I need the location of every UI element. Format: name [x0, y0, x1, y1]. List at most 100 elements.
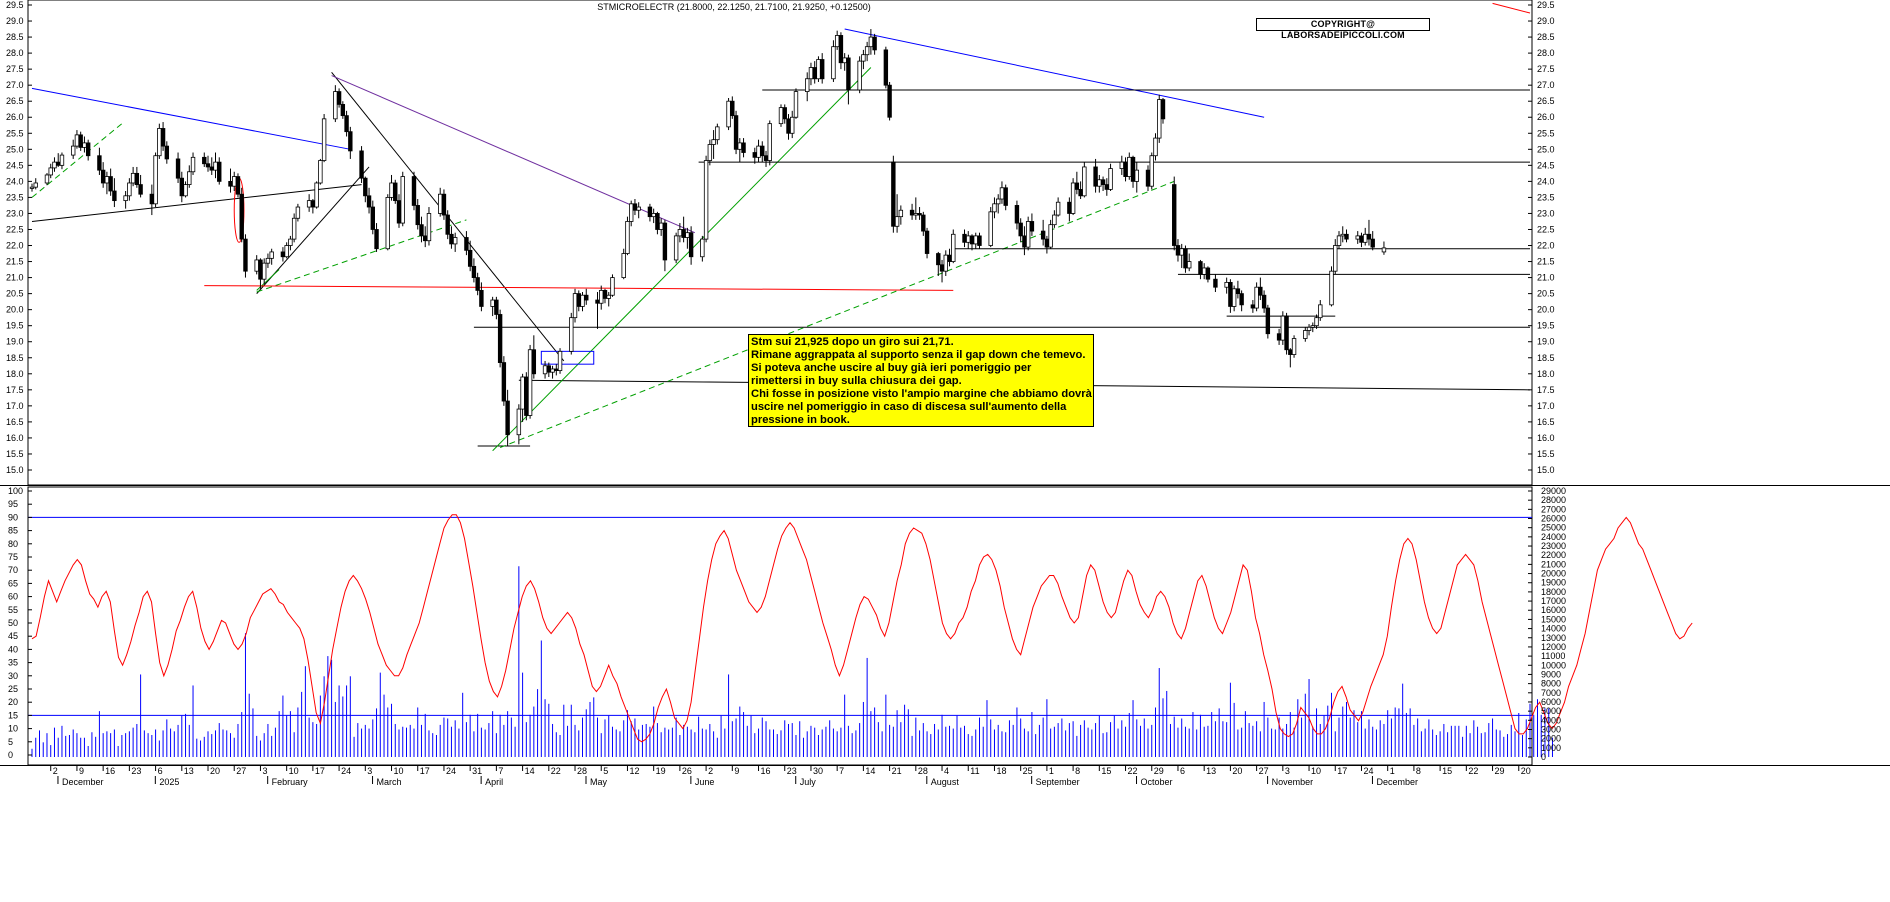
volume-tick-label: 17000 — [1541, 596, 1566, 606]
price-tick-label-right: 29.5 — [1537, 0, 1555, 10]
candle-body-down — [464, 237, 469, 251]
candle-body-down — [760, 145, 765, 157]
price-tick-label-right: 27.5 — [1537, 64, 1555, 74]
day-tick-label: 3 — [1285, 766, 1290, 776]
candle-body-up — [793, 91, 799, 118]
candle-body-down — [1265, 307, 1271, 335]
candle-body-up — [295, 206, 301, 219]
oscillator-tick-label: 85 — [8, 526, 18, 536]
day-tick-label: 13 — [1206, 766, 1216, 776]
candle-body-down — [370, 206, 375, 230]
month-label: August — [931, 777, 960, 787]
candle-body-down — [819, 59, 825, 80]
candle-body-down — [78, 134, 83, 148]
trendline — [1492, 2, 1531, 14]
candle-body-up — [550, 368, 555, 373]
candle-body-down — [202, 156, 207, 165]
candle-body-up — [1070, 182, 1076, 214]
day-tick-label: 15 — [1101, 766, 1111, 776]
candle-body-up — [834, 35, 840, 48]
candle-body-down — [1288, 349, 1293, 355]
candle-body-up — [318, 160, 323, 184]
candle-body-up — [123, 195, 128, 202]
candle-body-down — [393, 182, 398, 202]
candle-body-up — [831, 46, 836, 80]
day-tick-label: 14 — [865, 766, 875, 776]
candle-body-up — [951, 233, 956, 262]
candle-body-up — [966, 235, 971, 243]
month-label: December — [1376, 777, 1418, 787]
price-tick-label-left: 25.5 — [6, 128, 24, 138]
month-label: October — [1141, 777, 1173, 787]
candle-body-down — [786, 118, 791, 134]
candle-body-up — [707, 144, 713, 161]
price-tick-label-right: 21.5 — [1537, 257, 1555, 267]
oscillator-panel-border — [27, 486, 1533, 766]
month-label: April — [485, 777, 503, 787]
price-tick-label-right: 18.0 — [1537, 369, 1555, 379]
candle-body-down — [846, 57, 851, 91]
candle-body-down — [1100, 179, 1106, 185]
price-tick-label-left: 15.5 — [6, 449, 24, 459]
candle-body-up — [894, 216, 900, 227]
candle-body-up — [284, 245, 289, 258]
gap-box — [540, 350, 595, 365]
candle-body-up — [1187, 261, 1192, 269]
annotation-line: Stm sui 21,925 dopo un giro sui 21,71. — [751, 336, 954, 348]
day-tick-label: 28 — [577, 766, 587, 776]
trendline — [31, 184, 362, 222]
candle-body-down — [112, 190, 117, 202]
volume-tick-label: 15000 — [1541, 614, 1566, 624]
day-tick-label: 20 — [1232, 766, 1242, 776]
day-tick-label: 29 — [1495, 766, 1505, 776]
month-label: May — [590, 777, 608, 787]
volume-tick-label: 3000 — [1541, 724, 1561, 734]
candle-body-down — [209, 166, 214, 171]
candle-body-up — [711, 139, 716, 145]
candle-body-down — [891, 161, 896, 227]
volume-tick-label: 10000 — [1541, 660, 1566, 670]
candle-body-down — [730, 100, 735, 117]
candle-body-up — [898, 209, 904, 218]
candle-body-down — [175, 158, 181, 179]
candle-body-down — [782, 107, 787, 120]
candle-body-down — [149, 193, 155, 205]
candle-body-up — [1153, 137, 1158, 157]
candle-body-up — [625, 221, 630, 254]
day-tick-label: 8 — [1075, 766, 1080, 776]
candle-body-down — [924, 230, 930, 254]
day-tick-label: 20 — [210, 766, 220, 776]
candle-body-up — [127, 182, 132, 197]
oscillator-tick-label: 25 — [8, 684, 18, 694]
candle-body-down — [662, 222, 668, 261]
price-tick-label-right: 20.5 — [1537, 289, 1555, 299]
trendline — [256, 219, 467, 293]
price-tick-label-right: 26.0 — [1537, 112, 1555, 122]
day-tick-label: 17 — [315, 766, 325, 776]
volume-y-axis: 0100020003000400050006000700080009000100… — [1528, 486, 1566, 762]
chart-title: STMICROELECTR (21.8000, 22.1250, 21.7100… — [597, 2, 870, 12]
candle-body-down — [374, 229, 379, 250]
candle-body-up — [490, 299, 495, 307]
price-tick-label-right: 25.5 — [1537, 128, 1555, 138]
candle-body-down — [1198, 261, 1203, 275]
candle-body-down — [423, 235, 428, 242]
day-tick-label: 31 — [472, 766, 482, 776]
candle-body-up — [1333, 245, 1338, 272]
candle-body-up — [572, 293, 578, 319]
candle-body-down — [217, 161, 222, 182]
price-tick-label-right: 21.0 — [1537, 273, 1555, 283]
candle-body-up — [677, 229, 683, 237]
candle-body-up — [685, 232, 690, 238]
candle-body-up — [452, 237, 458, 245]
day-tick-label: 24 — [341, 766, 351, 776]
candle-body-down — [763, 155, 769, 161]
candle-body-down — [1123, 161, 1128, 177]
candle-body-up — [542, 365, 548, 375]
candle-body-down — [1014, 205, 1020, 224]
candle-body-up — [48, 167, 53, 176]
day-tick-label: 21 — [892, 766, 902, 776]
trendline — [492, 67, 872, 452]
annotation-line: rimettersi in buy sulla chiusura dei gap… — [751, 375, 962, 387]
candle-body-up — [1231, 288, 1237, 307]
